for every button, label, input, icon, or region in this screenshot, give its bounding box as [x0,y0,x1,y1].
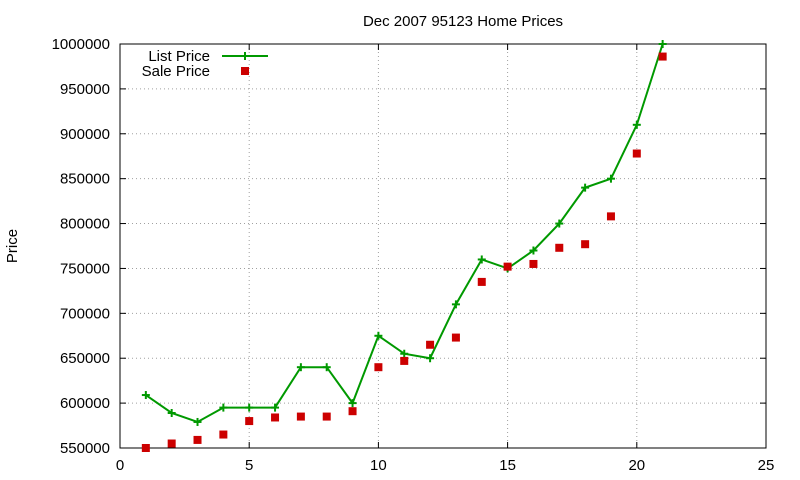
data-point-list-price [426,354,435,363]
y-axis-label: Price [4,229,21,263]
x-tick-label: 15 [499,457,516,474]
data-point-sale-price [477,277,486,286]
data-point-sale-price [245,417,254,426]
y-tick-label: 550000 [60,440,110,457]
data-point-list-price [193,417,202,426]
y-tick-label: 900000 [60,126,110,143]
data-point-sale-price [400,356,409,365]
data-point-sale-price [322,412,331,421]
data-point-sale-price [658,52,667,61]
data-point-list-price [245,403,254,412]
data-point-sale-price [271,413,280,422]
data-point-list-price [555,219,564,228]
data-point-list-price [606,174,615,183]
legend-marker-list-price [241,52,249,60]
y-tick-label: 600000 [60,395,110,412]
data-point-list-price [167,408,176,417]
x-tick-label: 20 [628,457,645,474]
data-point-list-price [374,331,383,340]
chart-title: Dec 2007 95123 Home Prices [363,13,563,30]
data-point-sale-price [141,444,150,452]
data-point-sale-price [632,149,641,158]
data-point-sale-price [348,407,357,416]
data-point-sale-price [581,240,590,249]
data-point-list-price [322,363,331,372]
data-point-list-price [296,363,305,372]
series-line-list-price [145,43,664,424]
y-tick-label: 650000 [60,350,110,367]
data-point-list-price [141,391,150,400]
data-point-list-price [400,349,409,358]
data-point-sale-price [219,430,228,439]
data-point-sale-price [606,212,615,221]
y-tick-label: 700000 [60,305,110,322]
y-tick-label: 950000 [60,81,110,98]
x-tick-label: 0 [116,457,124,474]
legend-marker-sale-price [241,67,249,75]
data-point-sale-price [426,340,435,349]
data-point-sale-price [167,439,176,448]
data-point-list-price [658,40,667,48]
data-point-sale-price [374,363,383,372]
data-point-list-price [451,300,460,309]
data-point-sale-price [451,333,460,342]
x-tick-label: 10 [370,457,387,474]
data-point-list-price [632,120,641,129]
data-point-list-price [477,255,486,264]
legend-label: Sale Price [142,63,210,80]
data-point-sale-price [503,262,512,271]
x-tick-label: 25 [758,457,775,474]
y-tick-label: 1000000 [52,36,110,53]
legend-label: List Price [148,48,210,65]
data-point-list-price [581,183,590,192]
data-point-sale-price [529,259,538,268]
data-point-sale-price [555,243,564,252]
data-point-sale-price [193,435,202,444]
data-point-list-price [271,403,280,412]
y-tick-label: 850000 [60,171,110,188]
data-point-sale-price [296,412,305,421]
data-point-list-price [219,403,228,412]
y-tick-label: 750000 [60,260,110,277]
data-point-list-price [348,399,357,408]
plot-frame [119,43,767,449]
data-point-list-price [529,246,538,255]
y-tick-label: 800000 [60,216,110,233]
x-tick-label: 5 [245,457,253,474]
